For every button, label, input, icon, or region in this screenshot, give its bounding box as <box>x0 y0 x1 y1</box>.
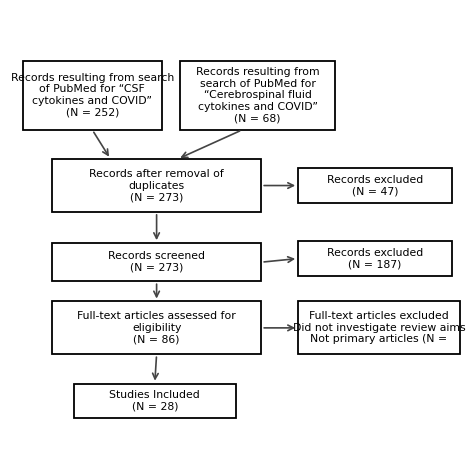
FancyBboxPatch shape <box>52 301 261 355</box>
FancyBboxPatch shape <box>22 61 162 130</box>
Text: Records excluded
(N = 187): Records excluded (N = 187) <box>327 248 423 269</box>
Text: Records screened
(N = 273): Records screened (N = 273) <box>108 251 205 273</box>
FancyBboxPatch shape <box>298 301 460 355</box>
Text: Studies Included
(N = 28): Studies Included (N = 28) <box>109 390 200 412</box>
FancyBboxPatch shape <box>52 159 261 212</box>
Text: Full-text articles excluded
Did not investigate review aims
Not primary articles: Full-text articles excluded Did not inve… <box>292 311 465 345</box>
Text: Records resulting from search
of PubMed for “CSF
cytokines and COVID”
(N = 252): Records resulting from search of PubMed … <box>11 73 174 118</box>
FancyBboxPatch shape <box>181 61 335 130</box>
Text: Records after removal of
duplicates
(N = 273): Records after removal of duplicates (N =… <box>89 169 224 202</box>
FancyBboxPatch shape <box>298 168 452 203</box>
Text: Records excluded
(N = 47): Records excluded (N = 47) <box>327 175 423 196</box>
FancyBboxPatch shape <box>74 383 236 418</box>
Text: Full-text articles assessed for
eligibility
(N = 86): Full-text articles assessed for eligibil… <box>77 311 236 345</box>
FancyBboxPatch shape <box>52 243 261 282</box>
Text: Records resulting from
search of PubMed for
“Cerebrospinal fluid
cytokines and C: Records resulting from search of PubMed … <box>196 67 319 123</box>
FancyBboxPatch shape <box>298 241 452 276</box>
